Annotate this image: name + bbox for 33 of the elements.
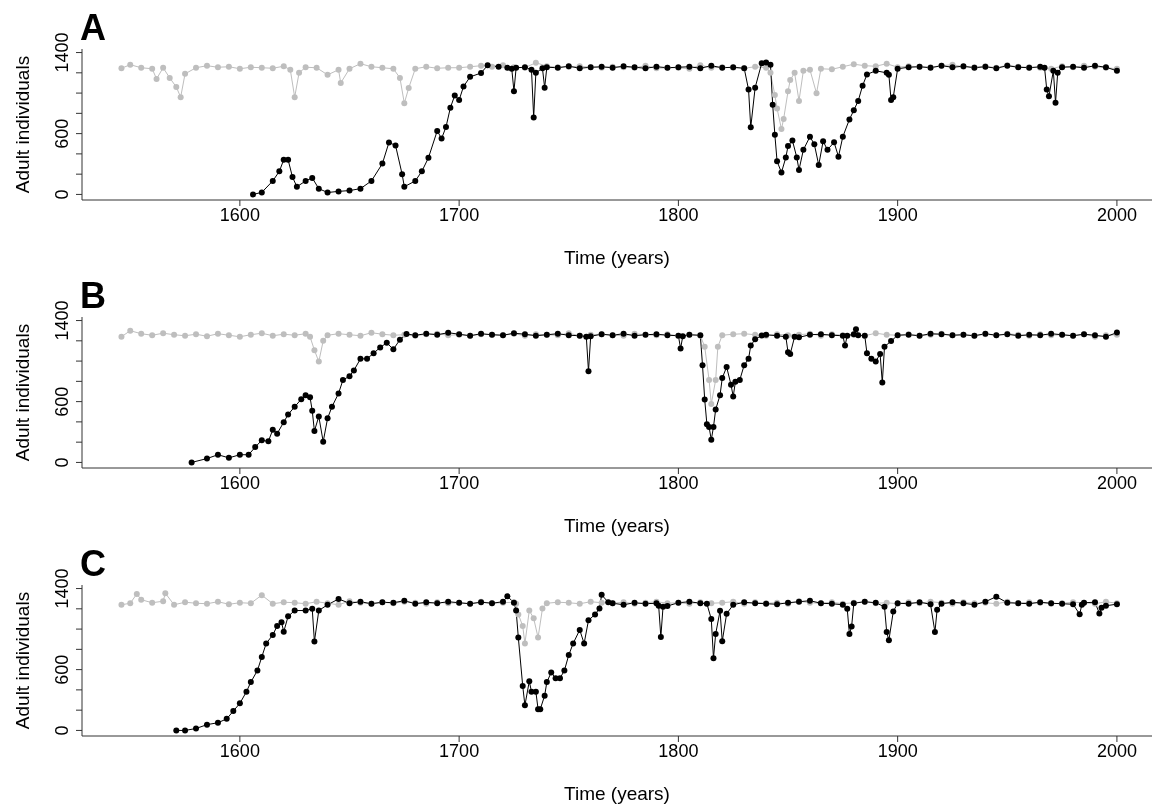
- x-tick-label: 1800: [658, 472, 699, 493]
- x-tick-label: 1800: [658, 204, 699, 225]
- y-tick-label: 600: [52, 386, 72, 417]
- x-tick-label: 1800: [658, 740, 699, 761]
- y-tick-label: 0: [52, 457, 72, 468]
- x-tick-label: 1700: [439, 204, 480, 225]
- y-tick-label: 1400: [52, 568, 72, 609]
- y-tick-label: 1400: [52, 300, 72, 341]
- x-tick-label: 1600: [219, 204, 260, 225]
- x-axis-title: Time (years): [564, 247, 670, 268]
- x-tick-label: 1700: [439, 740, 480, 761]
- x-tick-label: 2000: [1096, 204, 1137, 225]
- y-tick-label: 0: [52, 189, 72, 200]
- chart-title: A: [80, 7, 106, 48]
- chart-title: B: [80, 275, 106, 316]
- x-tick-label: 1900: [877, 204, 918, 225]
- y-tick-label: 600: [52, 118, 72, 149]
- x-axis-title: Time (years): [564, 783, 670, 804]
- y-tick-label: 0: [52, 725, 72, 736]
- x-tick-label: 1600: [219, 472, 260, 493]
- x-tick-label: 1600: [219, 740, 260, 761]
- x-tick-label: 2000: [1096, 740, 1137, 761]
- chart-title: C: [80, 543, 106, 584]
- y-tick-label: 1400: [52, 32, 72, 73]
- y-tick-label: 600: [52, 654, 72, 685]
- y-axis-title: Adult individuals: [11, 591, 33, 730]
- x-tick-label: 1700: [439, 472, 480, 493]
- x-axis-title: Time (years): [564, 515, 670, 536]
- x-tick-label: 1900: [877, 472, 918, 493]
- y-axis-title: Adult individuals: [11, 55, 33, 194]
- y-axis-title: Adult individuals: [11, 323, 33, 462]
- x-tick-label: 2000: [1096, 472, 1137, 493]
- x-tick-label: 1900: [877, 740, 918, 761]
